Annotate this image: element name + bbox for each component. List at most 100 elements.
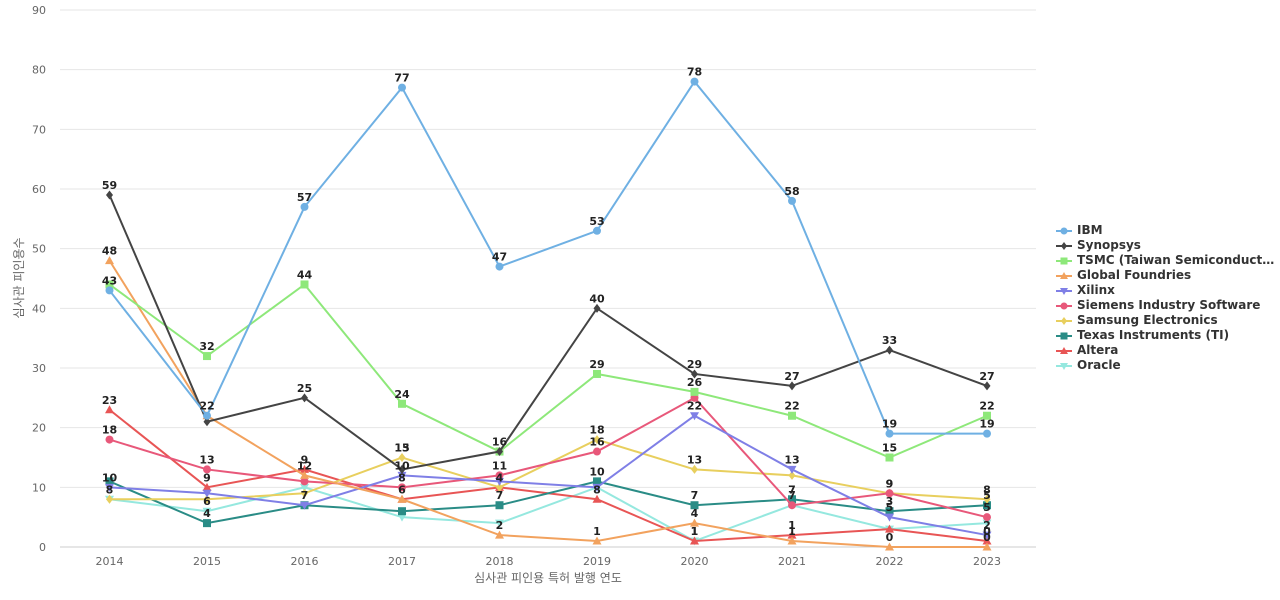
data-point <box>495 530 504 539</box>
data-label: 26 <box>687 376 703 389</box>
y-axis-title: 심사관 피인용수 <box>12 237 26 318</box>
data-point <box>690 518 699 527</box>
data-point <box>105 477 114 486</box>
series-line <box>108 194 988 471</box>
data-point <box>982 536 992 545</box>
data-point <box>886 345 893 355</box>
data-label: 58 <box>784 185 799 198</box>
data-point <box>788 196 796 205</box>
data-label: 18 <box>102 424 117 437</box>
data-point <box>690 387 699 396</box>
data-point <box>398 399 406 408</box>
data-point <box>495 501 504 510</box>
data-point <box>300 483 309 492</box>
series-line <box>109 396 988 519</box>
data-point <box>203 417 211 427</box>
legend-item[interactable]: Synopsys <box>1056 238 1278 253</box>
data-label: 53 <box>589 215 604 228</box>
legend-item[interactable]: Global Foundries <box>1056 268 1278 283</box>
x-axis-title: 심사관 피인용 특허 발행 연도 <box>474 570 622 585</box>
data-point <box>982 519 992 528</box>
data-label: 10 <box>589 465 605 478</box>
data-point <box>593 303 601 313</box>
data-point <box>885 513 894 522</box>
y-axis-ticks: 0 10 20 30 40 50 60 70 80 90 <box>32 4 46 554</box>
y-tick-label: 70 <box>32 123 46 136</box>
data-point <box>983 513 991 522</box>
data-point <box>300 501 309 510</box>
legend-label: Altera <box>1077 343 1119 357</box>
legend-item[interactable]: Texas Instruments (TI) <box>1056 328 1278 343</box>
data-point <box>105 483 114 492</box>
y-tick-label: 10 <box>32 481 46 494</box>
data-point <box>203 494 211 504</box>
data-point <box>300 464 309 473</box>
legend-item[interactable]: Siemens Industry Software <box>1056 298 1278 313</box>
data-label: 25 <box>297 382 312 395</box>
data-point <box>203 352 211 361</box>
x-tick-label: 2020 <box>681 555 709 568</box>
data-point <box>788 501 796 510</box>
data-label: 22 <box>199 400 214 413</box>
data-point <box>885 524 894 533</box>
legend-item[interactable]: Xilinx <box>1056 283 1278 298</box>
data-label: 32 <box>199 340 214 353</box>
data-label: 0 <box>983 531 991 544</box>
legend-marker <box>1060 362 1068 370</box>
data-label: 1 <box>788 519 796 532</box>
data-point <box>105 405 114 414</box>
data-label: 13 <box>784 453 799 466</box>
series-line <box>108 260 987 548</box>
data-label: 8 <box>593 483 601 496</box>
data-label: 1 <box>788 525 796 538</box>
data-label: 9 <box>203 471 211 484</box>
data-point <box>593 369 601 378</box>
data-point <box>496 447 503 457</box>
data-label: 1 <box>593 525 601 538</box>
legend-swatch <box>1056 257 1072 264</box>
legend-item[interactable]: TSMC (Taiwan Semiconductor ... <box>1056 253 1278 268</box>
data-point <box>885 507 894 516</box>
legend-swatch <box>1056 287 1072 295</box>
legend-marker <box>1061 241 1067 250</box>
data-label: 10 <box>394 459 410 472</box>
data-label: 78 <box>687 66 702 79</box>
legend-marker <box>1060 302 1068 309</box>
data-label: 16 <box>492 436 508 449</box>
data-label: 47 <box>492 251 507 264</box>
legend-item[interactable]: Samsung Electronics <box>1056 313 1278 328</box>
data-label: 10 <box>102 471 118 484</box>
legend-item[interactable]: Oracle <box>1056 358 1278 373</box>
data-point <box>690 412 699 421</box>
series-line <box>109 438 988 501</box>
legend-swatch <box>1056 302 1072 309</box>
legend-item[interactable]: IBM <box>1056 223 1278 238</box>
legend-label: Texas Instruments (TI) <box>1077 328 1230 342</box>
data-point <box>691 369 698 379</box>
data-point <box>202 507 212 516</box>
legend-label: Oracle <box>1077 358 1121 372</box>
data-point <box>202 489 212 498</box>
x-axis-ticks: 2014 2015 2016 2017 2018 2019 2020 2021 2022 2023 <box>96 555 1002 568</box>
data-point <box>982 531 992 540</box>
data-point <box>690 501 699 510</box>
legend-item[interactable]: Altera <box>1056 343 1278 358</box>
data-point <box>105 286 114 295</box>
legend: IBM Synopsys TSMC (Taiwan Semiconductor ..… <box>1056 223 1278 373</box>
y-tick-label: 20 <box>32 422 46 435</box>
data-point <box>885 453 894 462</box>
data-point <box>300 470 309 479</box>
data-point <box>983 381 991 391</box>
legend-label: TSMC (Taiwan Semiconductor ... <box>1077 253 1278 267</box>
data-point <box>105 435 114 444</box>
legend-marker <box>1060 271 1068 279</box>
data-label: 5 <box>886 501 894 514</box>
legend-swatch <box>1056 316 1072 325</box>
data-label: 15 <box>394 442 409 455</box>
data-label: 5 <box>983 489 991 502</box>
legend-label: Samsung Electronics <box>1077 313 1218 327</box>
data-point <box>690 77 699 86</box>
data-label: 7 <box>788 489 796 502</box>
data-label: 3 <box>886 495 894 508</box>
